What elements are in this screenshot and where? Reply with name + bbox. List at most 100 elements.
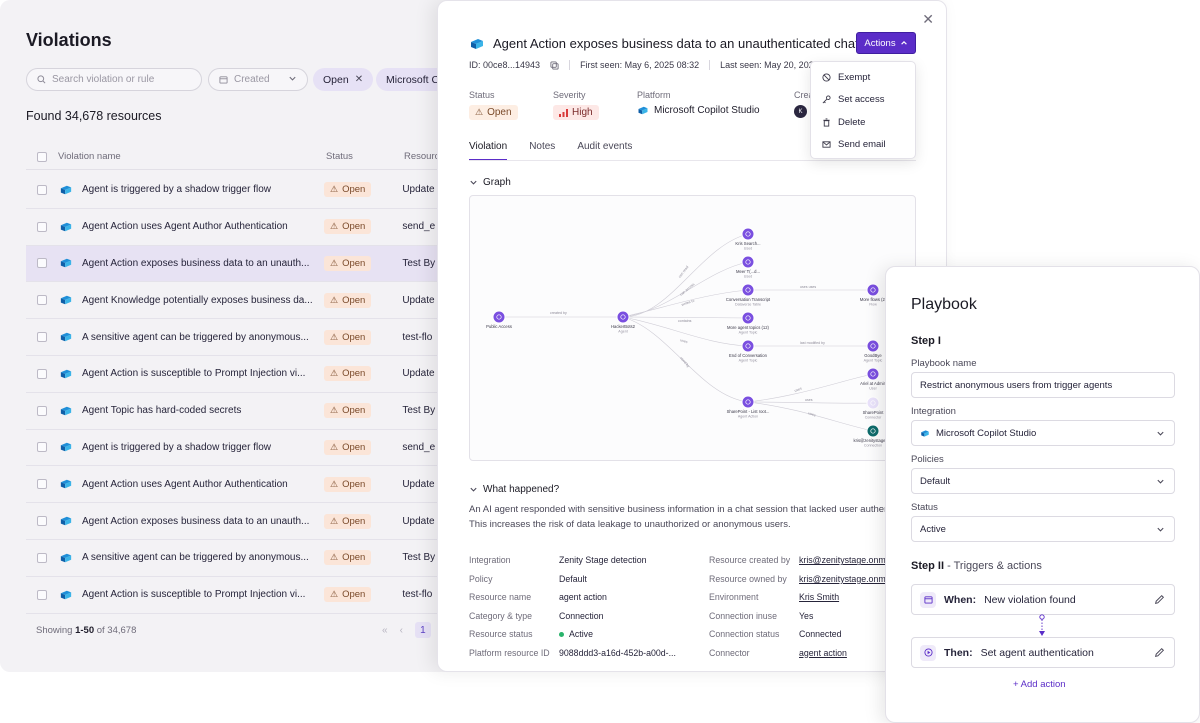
table-row[interactable]: Agent Action exposes business data to an… [26,503,470,540]
graph-node[interactable]: Public Access [486,310,512,329]
pencil-icon[interactable] [1154,647,1165,658]
status-dot [559,632,564,638]
graph-node[interactable]: More agent topics (12)Agent Topic [727,311,770,335]
table-row[interactable]: Agent Action uses Agent Author Authentic… [26,466,470,504]
playbook-title: Playbook [911,296,977,313]
graph-node[interactable]: Meer T(...d...Used [736,255,760,279]
table-row[interactable]: Agent Action exposes business data to an… [26,245,470,283]
menu-item-delete[interactable]: Delete [811,111,915,134]
table-row[interactable]: Agent is triggered by a shadow trigger f… [26,172,470,209]
field-link[interactable]: kris@zenitystage.onmi [799,573,888,584]
row-checkbox[interactable] [37,479,47,490]
graph-node[interactable]: kris@zenitystage.o...Connection [854,424,893,448]
what-happened-toggle[interactable]: What happened? [469,484,559,495]
graph-canvas[interactable]: created by can read can access writes to… [469,195,916,461]
table-row[interactable]: A sensitive agent can be triggered by an… [26,319,470,356]
graph-node-type: Connection [864,444,882,448]
table-row[interactable]: Agent Topic has hard-coded secrets ⚠ Open T… [26,393,470,430]
field-link[interactable]: agent action [799,647,847,658]
row-checkbox[interactable] [37,184,47,195]
row-checkbox[interactable] [37,589,47,600]
row-checkbox[interactable] [37,405,47,416]
graph-node-label: Conversation Transcript [726,297,771,302]
prev-page-icon[interactable]: ‹ [399,624,403,636]
warning-icon: ⚠ [330,221,339,232]
actions-button[interactable]: Actions [856,32,916,54]
status-badge: ⚠ Open [324,476,372,492]
row-checkbox[interactable] [37,442,47,453]
violation-name: Agent Action exposes business data to an… [82,515,310,527]
row-checkbox[interactable] [37,552,47,563]
field-label: Policy [469,573,493,584]
tab-violation[interactable]: Violation [469,141,508,161]
table-row[interactable]: A sensitive agent can be triggered by an… [26,540,470,577]
action-card[interactable]: Then: Set agent authentication [911,637,1175,668]
graph-node-type: Agent Topic [864,359,883,363]
page-button-current[interactable]: 1 [414,622,431,638]
menu-item-set-access[interactable]: Set access [811,89,915,112]
field-link[interactable]: kris@zenitystage.onmi [799,555,888,566]
step-two-label: Step II [911,560,945,572]
status-select[interactable]: Active [911,516,1175,542]
menu-item-exempt[interactable]: Exempt [811,66,915,89]
graph-node-type: Used [744,247,752,251]
filter-chip-open[interactable]: Open ✕ [313,68,374,91]
pencil-icon[interactable] [1154,594,1165,605]
created-filter[interactable]: Created [208,68,308,91]
detail-row: Platform resource ID 9088ddd3-a16d-452b-a… [469,644,916,663]
field-link[interactable]: Kris Smith [799,592,840,603]
table-row[interactable]: Agent Action is susceptible to Prompt In… [26,356,470,393]
table-row[interactable]: Agent Knowledge potentially exposes busi… [26,282,470,320]
graph-node[interactable]: SharePoint - List root...Agent Action [727,395,770,419]
playbook-name-value: Restrict anonymous users from trigger ag… [920,379,1113,391]
close-icon[interactable]: ✕ [922,11,934,27]
copy-icon[interactable] [550,60,559,70]
tab-notes[interactable]: Notes [529,141,556,152]
table-row[interactable]: Agent Action is susceptible to Prompt In… [26,577,470,614]
step-two-subtitle: - Triggers & actions [944,560,1042,572]
svg-text:uses: uses [680,338,689,344]
detail-row: Resource name agent action Environment Kris… [469,588,916,607]
policies-select[interactable]: Default [911,468,1175,494]
table-row[interactable]: Agent is triggered by a shadow trigger f… [26,430,470,467]
graph-node[interactable]: Kris Search...Used [735,227,761,251]
playbook-name-field[interactable]: Restrict anonymous users from trigger ag… [911,372,1175,398]
row-checkbox[interactable] [37,295,47,306]
search-input[interactable]: Search violation or rule [26,68,202,91]
calendar-icon [920,591,936,608]
chip-label: Open [323,73,349,86]
status-field: Status ⚠ Open [469,90,518,120]
row-checkbox[interactable] [37,332,47,343]
status-value: Active [920,523,946,535]
menu-item-send-email[interactable]: Send email [811,134,915,157]
graph-node-type: Dataverse Table [735,303,761,307]
first-page-icon[interactable]: « [382,624,388,636]
creator-label: Crea [794,90,814,100]
violation-name: Agent Action uses Agent Author Authentic… [82,478,288,490]
graph-node-label: Public Access [486,324,512,329]
field-label: Platform resource ID [469,647,550,658]
integration-select[interactable]: Microsoft Copilot Studio [911,420,1175,446]
row-checkbox[interactable] [37,368,47,379]
warning-icon: ⚠ [475,107,484,117]
graph-node[interactable]: More flows (2)Flow [860,283,887,307]
graph-section-toggle[interactable]: Graph [469,177,511,188]
tab-audit-events[interactable]: Audit events [577,141,633,152]
close-icon[interactable]: ✕ [354,74,364,85]
table-row[interactable]: Agent Action uses Agent Author Authentic… [26,209,470,246]
row-checkbox[interactable] [37,221,47,232]
status-text: Open [342,552,366,564]
add-action-button[interactable]: + Add action [1013,679,1066,690]
field-value-text: Active [569,629,593,640]
row-checkbox[interactable] [37,258,47,269]
select-all-checkbox[interactable] [37,151,47,162]
warning-icon: ⚠ [330,184,339,195]
trigger-card[interactable]: When: New violation found [911,584,1175,615]
row-checkbox[interactable] [37,516,47,527]
